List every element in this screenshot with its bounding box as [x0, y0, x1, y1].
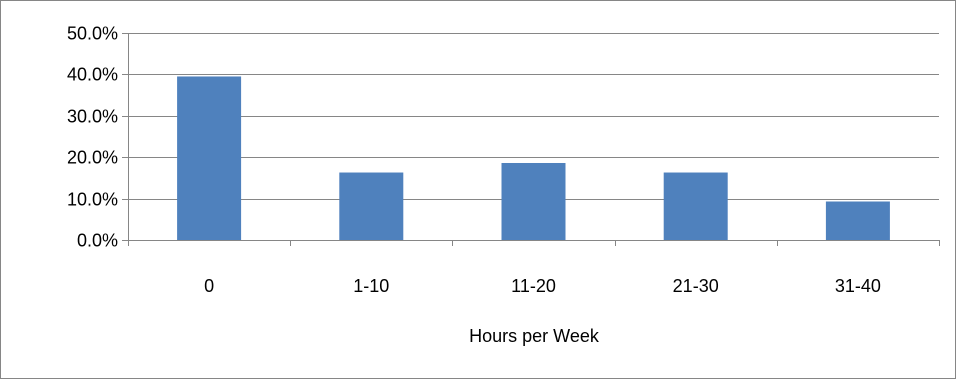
bar: [177, 76, 242, 240]
y-tick-label: 50.0%: [67, 24, 118, 44]
bar: [663, 172, 728, 240]
x-axis-title: Hours per Week: [469, 326, 600, 346]
y-tick-label: 0.0%: [77, 231, 118, 251]
x-category-label: 1-10: [353, 276, 389, 296]
bars: [177, 76, 890, 240]
x-category-labels: 0 1-10 11-20 21-30 31-40: [204, 276, 881, 296]
x-category-label: 21-30: [673, 276, 719, 296]
x-category-label: 31-40: [835, 276, 881, 296]
x-category-label: 0: [204, 276, 214, 296]
bar: [825, 201, 890, 240]
y-tick-label: 30.0%: [67, 107, 118, 127]
y-tick-label: 10.0%: [67, 190, 118, 210]
y-tick-labels: 0.0% 10.0% 20.0% 30.0% 40.0% 50.0%: [67, 24, 118, 251]
y-tick-label: 20.0%: [67, 148, 118, 168]
bar: [501, 162, 566, 240]
x-category-label: 11-20: [511, 276, 556, 296]
y-tick-label: 40.0%: [67, 65, 118, 85]
gridlines: [122, 33, 939, 200]
bar: [339, 172, 404, 240]
axes: [122, 33, 940, 246]
